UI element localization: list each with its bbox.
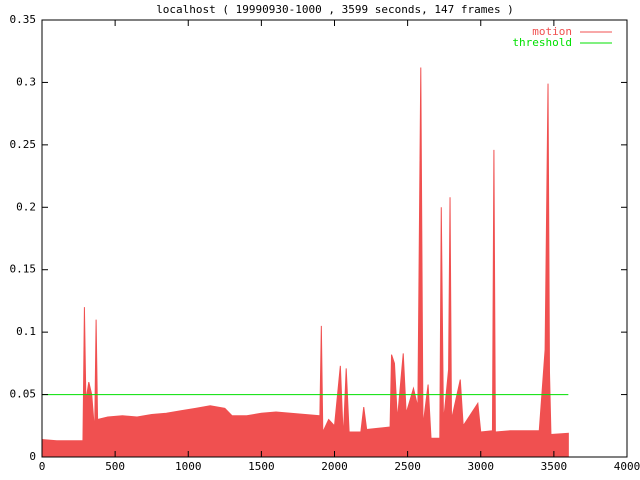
- y-tick-label: 0.15: [10, 263, 37, 276]
- x-tick-label: 4000: [614, 460, 640, 473]
- y-tick-label: 0: [29, 450, 36, 463]
- y-tick-label: 0.25: [10, 138, 37, 151]
- x-tick-label: 2000: [321, 460, 348, 473]
- legend-label: motion: [532, 25, 572, 38]
- x-tick-label: 0: [39, 460, 46, 473]
- x-tick-label: 1000: [175, 460, 202, 473]
- y-tick-label: 0.2: [16, 200, 36, 213]
- y-tick-label: 0.05: [10, 388, 37, 401]
- y-tick-label: 0.1: [16, 325, 36, 338]
- y-tick-label: 0.3: [16, 75, 36, 88]
- x-tick-label: 3500: [541, 460, 568, 473]
- x-tick-label: 3000: [468, 460, 495, 473]
- legend-label: threshold: [512, 36, 572, 49]
- chart-title: localhost ( 19990930-1000 , 3599 seconds…: [156, 3, 514, 16]
- x-tick-label: 1500: [248, 460, 275, 473]
- motion-area: [41, 67, 569, 458]
- x-tick-label: 500: [105, 460, 125, 473]
- y-tick-label: 0.35: [10, 13, 37, 26]
- x-tick-label: 2500: [394, 460, 421, 473]
